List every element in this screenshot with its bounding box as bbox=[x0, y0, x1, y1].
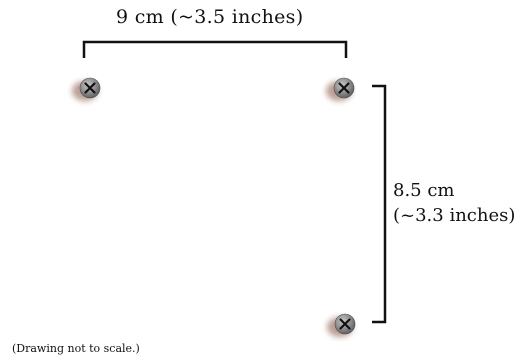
vertical-measure-bracket bbox=[372, 84, 387, 324]
vertical-measure-label-cm: 8.5 cm bbox=[393, 180, 455, 201]
vertical-measure-label-inches: (~3.3 inches) bbox=[393, 205, 516, 226]
screw-top-right-icon bbox=[326, 78, 354, 101]
horizontal-measure-label: 9 cm (~3.5 inches) bbox=[116, 6, 304, 28]
horizontal-measure-bracket bbox=[82, 40, 348, 58]
screw-bottom-right-icon bbox=[327, 314, 355, 337]
screw-top-left-icon bbox=[72, 78, 100, 101]
scale-footnote: (Drawing not to scale.) bbox=[12, 342, 140, 355]
vertical-measure-label: 8.5 cm (~3.3 inches) bbox=[393, 178, 515, 228]
